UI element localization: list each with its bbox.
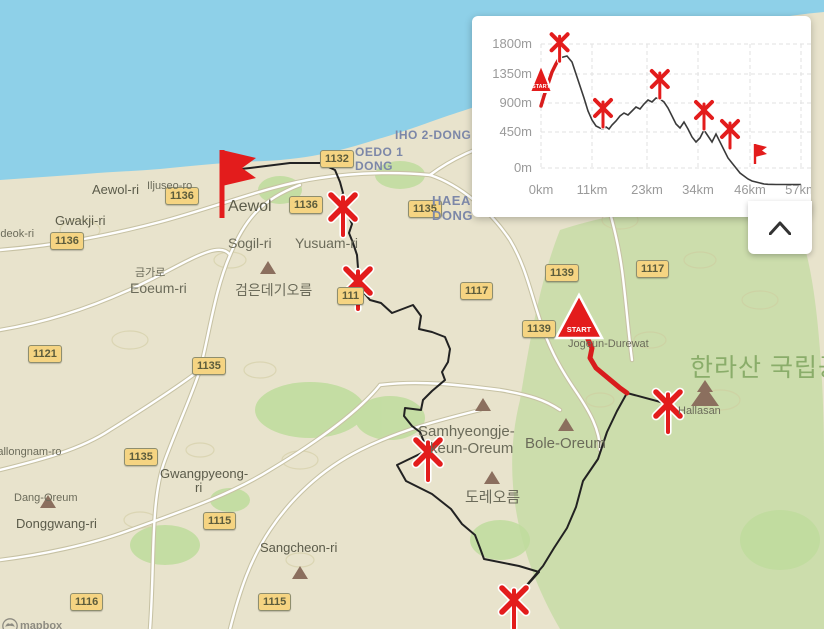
svg-text:START: START bbox=[532, 84, 551, 90]
svg-text:450m: 450m bbox=[499, 124, 532, 139]
svg-text:1350m: 1350m bbox=[492, 66, 532, 81]
svg-text:1800m: 1800m bbox=[492, 36, 532, 51]
svg-text:11km: 11km bbox=[577, 182, 608, 197]
svg-text:900m: 900m bbox=[499, 95, 532, 110]
svg-text:23km: 23km bbox=[631, 182, 663, 197]
svg-text:34km: 34km bbox=[682, 182, 714, 197]
svg-text:46km: 46km bbox=[734, 182, 766, 197]
svg-text:57km: 57km bbox=[785, 182, 811, 197]
svg-text:0m: 0m bbox=[514, 160, 532, 175]
svg-text:0km: 0km bbox=[529, 182, 554, 197]
svg-text:START: START bbox=[567, 325, 592, 334]
